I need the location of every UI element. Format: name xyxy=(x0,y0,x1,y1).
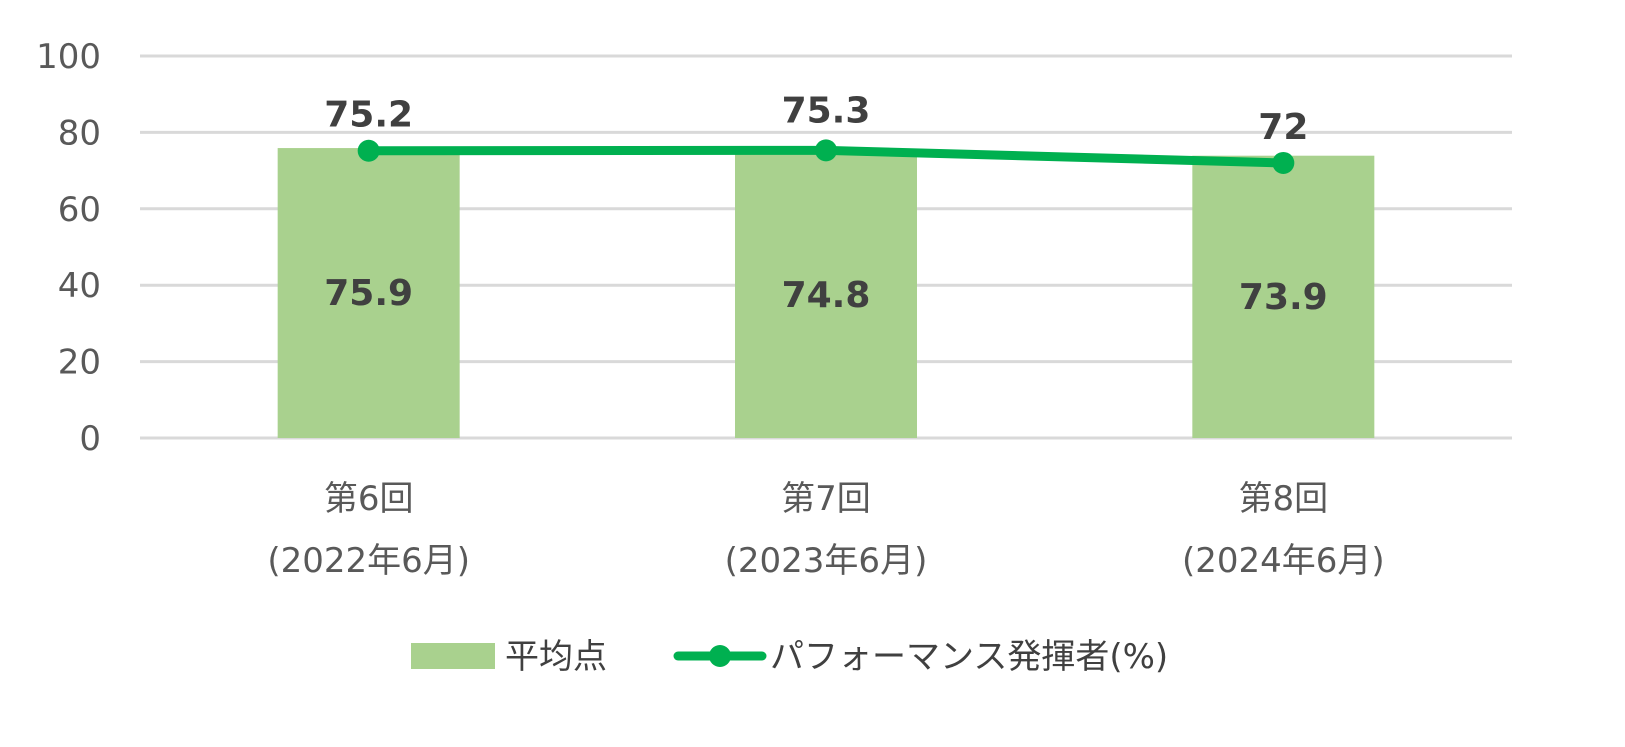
y-tick-label: 0 xyxy=(79,419,101,459)
line-data-labels: 75.2 75.3 72 xyxy=(324,90,1308,148)
line-data-label: 75.3 xyxy=(782,90,871,131)
y-tick-label: 40 xyxy=(58,266,101,306)
line-series xyxy=(357,139,1295,174)
legend-swatch-marker xyxy=(709,645,731,667)
line-point xyxy=(815,139,837,162)
bar xyxy=(277,148,460,438)
bar-data-label: 75.9 xyxy=(324,273,413,314)
bar-data-label: 73.9 xyxy=(1239,277,1328,318)
legend-label-line: パフォーマンス発揮者(%) xyxy=(770,637,1168,677)
bar xyxy=(735,152,917,438)
bar-data-label: 74.8 xyxy=(782,275,871,316)
x-category-label: 第8回 xyxy=(1239,479,1329,519)
y-tick-label: 80 xyxy=(58,113,101,153)
x-category-label: 第6回 xyxy=(324,479,414,519)
y-tick-label: 20 xyxy=(58,343,101,383)
legend-label-bar: 平均点 xyxy=(505,637,607,677)
x-category-label: (2023年6月) xyxy=(725,541,928,581)
y-tick-label: 60 xyxy=(58,190,101,230)
bar-series xyxy=(277,148,1375,438)
line-point xyxy=(1272,151,1295,174)
y-tick-label: 100 xyxy=(36,37,101,77)
x-axis-categories: 第6回 (2022年6月) 第7回 (2023年6月) 第8回 (2024年6月) xyxy=(267,479,1384,581)
x-category-label: (2022年6月) xyxy=(267,541,470,581)
legend-swatch-bar xyxy=(411,643,495,669)
x-category-label: (2024年6月) xyxy=(1182,541,1385,581)
legend: 平均点 パフォーマンス発揮者(%) xyxy=(411,637,1168,677)
line-data-label: 72 xyxy=(1258,107,1308,148)
bar xyxy=(1192,155,1375,438)
bar-data-labels: 75.9 74.8 73.9 xyxy=(324,273,1327,318)
y-axis-ticks: 0 20 40 60 80 100 xyxy=(36,37,101,459)
x-category-label: 第7回 xyxy=(781,479,871,519)
line-data-label: 75.2 xyxy=(324,95,413,136)
line-point xyxy=(357,139,380,162)
